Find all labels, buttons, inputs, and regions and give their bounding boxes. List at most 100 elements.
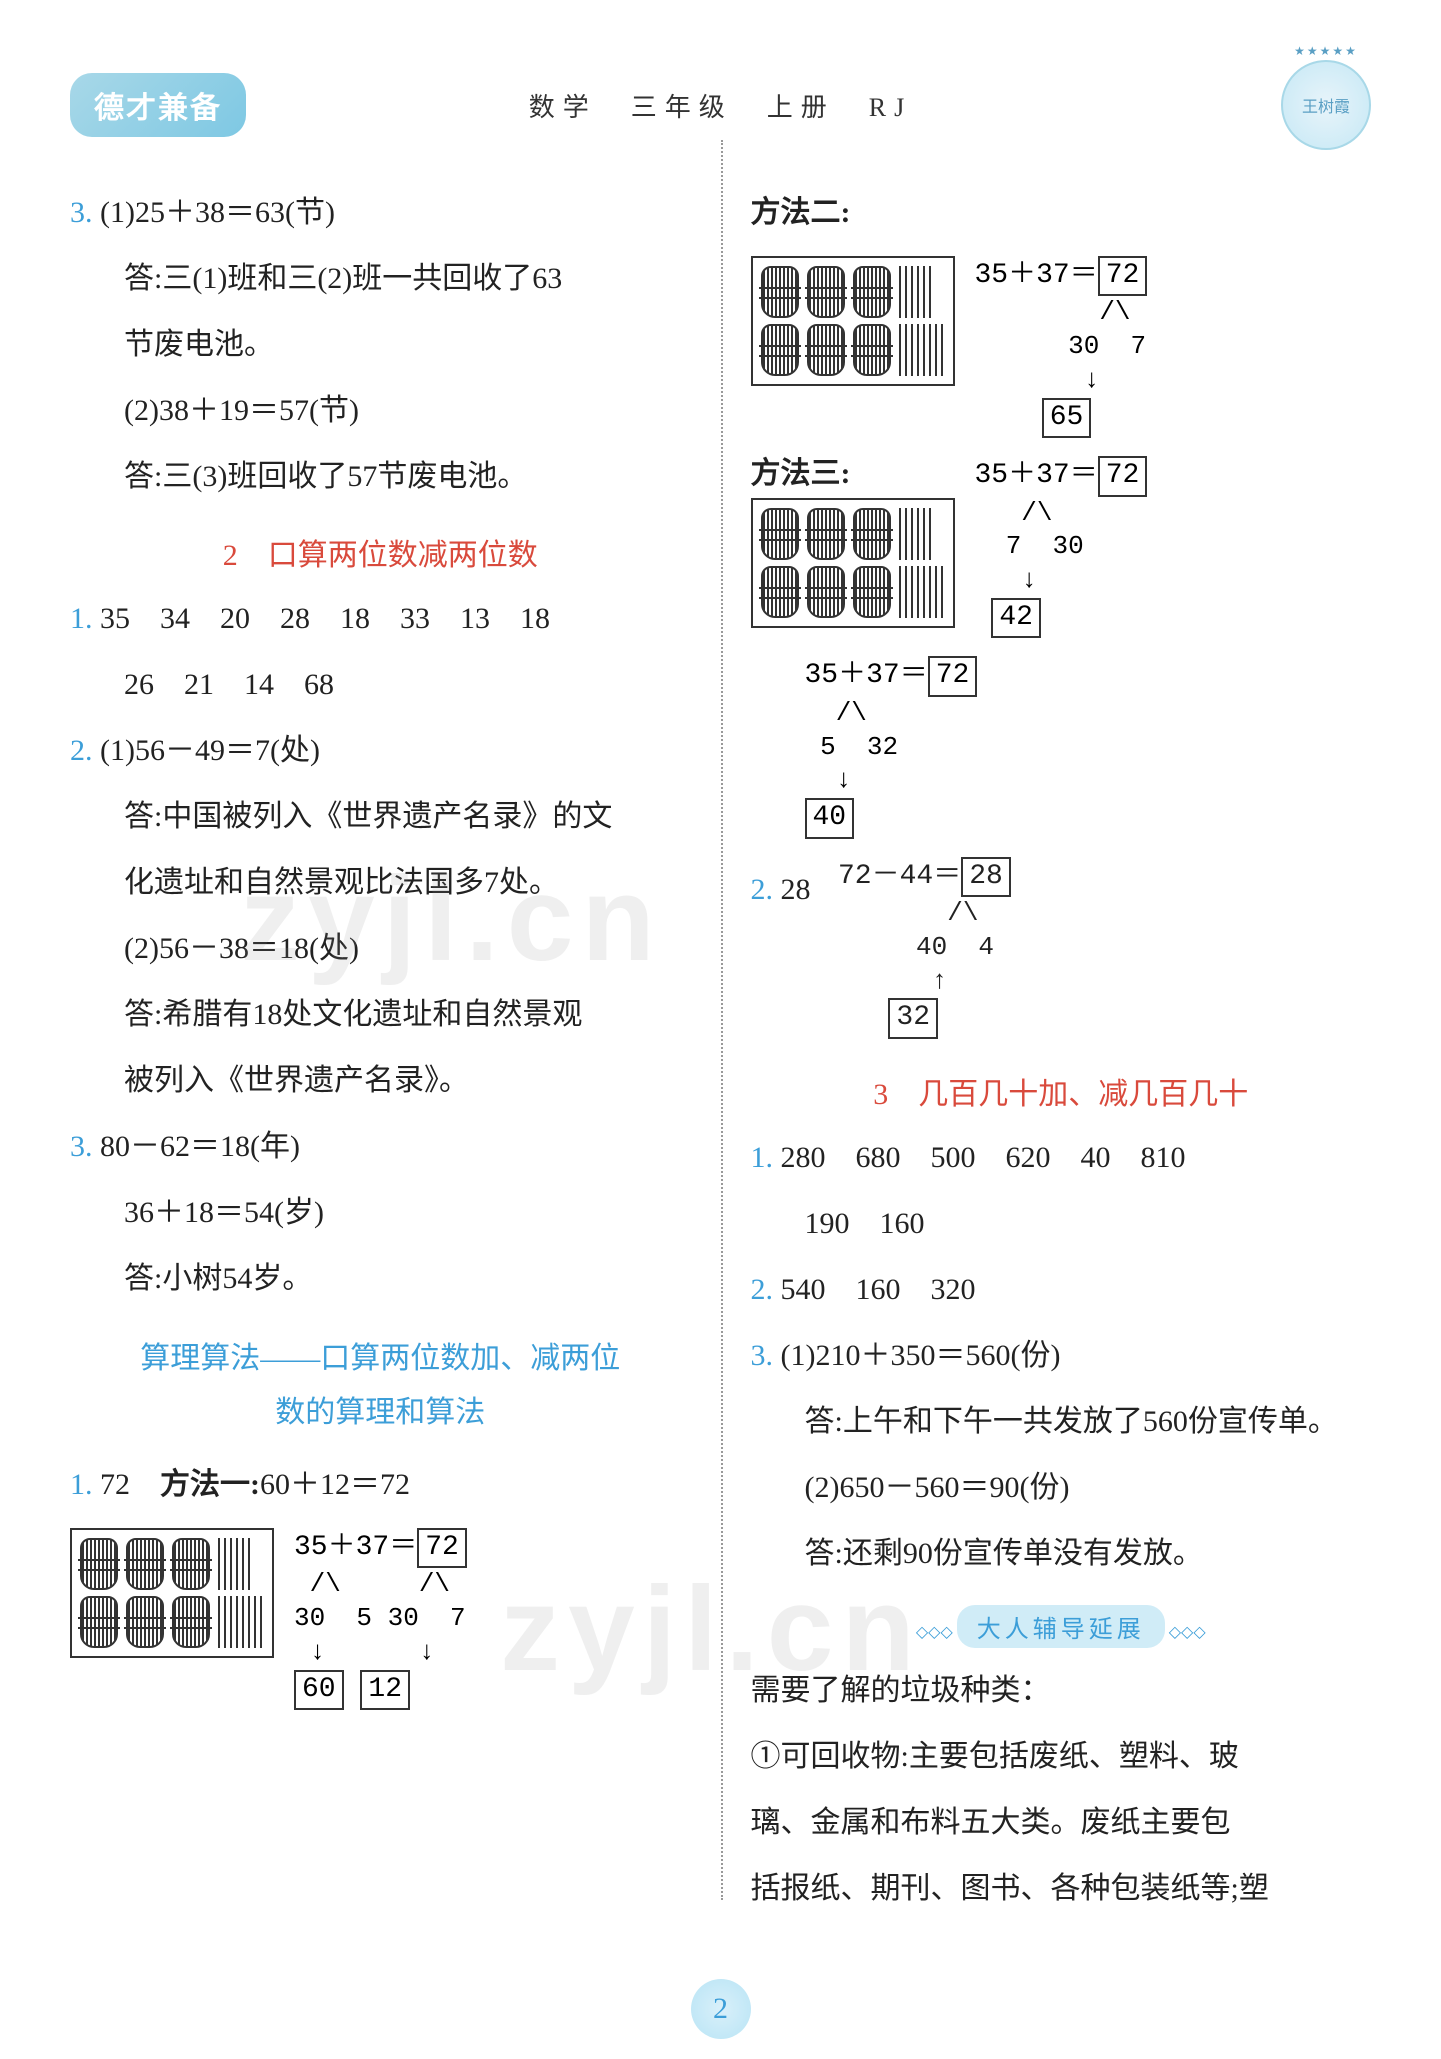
number-row: 280 680 500 620 40 810 xyxy=(781,1141,1186,1174)
tens-bundle-icon xyxy=(807,566,845,618)
tree-arrows: ↓ xyxy=(805,764,1372,798)
ext-text: ①可回收物:主要包括废纸、塑料、玻 xyxy=(751,1724,1372,1790)
tree-split: 30 5 30 7 xyxy=(294,1602,467,1636)
equation: (1)210＋350＝560(份) xyxy=(781,1339,1061,1372)
tens-bundle-icon xyxy=(172,1538,210,1590)
list-item: 2. 28 72－44＝28 /\ 40 4 ↑ 32 xyxy=(751,857,1372,1039)
answer-text: 答:小树54岁。 xyxy=(70,1246,691,1312)
left-column: 3. (1)25＋38＝63(节) 答:三(1)班和三(2)班一共回收了63 节… xyxy=(70,180,721,1980)
bundle-row xyxy=(80,1596,264,1648)
tree-split: 30 7 xyxy=(975,330,1148,364)
section-title: 3 几百几十加、减几百几十 xyxy=(751,1069,1372,1113)
right-column: 方法二: 35＋37＝72 /\ 30 7 ↓ 65 xyxy=(721,180,1372,1980)
ones-sticks-icon xyxy=(899,266,933,318)
pill-label: 大人辅导延展 xyxy=(957,1605,1165,1648)
bundle-box xyxy=(751,498,955,628)
tree-eq: 35＋37＝ xyxy=(975,460,1098,491)
section-title: 2 口算两位数减两位数 xyxy=(70,530,691,574)
equation: (2)650－560＝90(份) xyxy=(751,1455,1372,1521)
ones-sticks-icon xyxy=(899,508,933,560)
list-item: 3. (1)210＋350＝560(份) xyxy=(751,1323,1372,1389)
tree-arrows: ↓ ↓ xyxy=(294,1636,467,1670)
answer-text: 答:还剩90份宣传单没有发放。 xyxy=(751,1521,1372,1587)
title-line: 数的算理和算法 xyxy=(275,1396,485,1429)
answer-text: 答:上午和下午一共发放了560份宣传单。 xyxy=(751,1389,1372,1455)
number-row: 35 34 20 28 18 33 13 18 xyxy=(100,602,550,635)
answer-text: 被列入《世界遗产名录》。 xyxy=(70,1048,691,1114)
tens-bundle-icon xyxy=(126,1596,164,1648)
tree-result: 72 xyxy=(1098,256,1148,296)
tens-bundle-icon xyxy=(126,1538,164,1590)
bundle-row xyxy=(761,566,945,618)
ext-text: 括报纸、期刊、图书、各种包装纸等;塑 xyxy=(751,1856,1372,1922)
calc-tree: 35＋37＝72 /\ 7 30 ↓ 42 xyxy=(975,456,1148,638)
bundle-diagram-1: 35＋37＝72 /\ /\ 30 5 30 7 ↓ ↓ 60 12 xyxy=(70,1528,691,1710)
tree-branches: /\ xyxy=(805,697,1372,731)
tens-bundle-icon xyxy=(172,1596,210,1648)
bundle-diagram-2: 35＋37＝72 /\ 30 7 ↓ 65 xyxy=(751,256,1372,438)
answer-text: 节废电池。 xyxy=(70,312,691,378)
equation: 36＋18＝54(岁) xyxy=(70,1180,691,1246)
number-row: 540 160 320 xyxy=(781,1273,976,1306)
ext-text: 璃、金属和布料五大类。废纸主要包 xyxy=(751,1790,1372,1856)
method-label: 方法三: xyxy=(751,456,955,492)
ones-sticks-icon xyxy=(218,1538,252,1590)
column-divider xyxy=(721,140,723,1900)
list-item: 2. 540 160 320 xyxy=(751,1257,1372,1323)
tree-result: 72 xyxy=(417,1528,467,1568)
bundle-row xyxy=(80,1538,264,1590)
ones-sticks-icon xyxy=(899,324,945,376)
section-name: 口算两位数减两位数 xyxy=(268,539,538,572)
tens-bundle-icon xyxy=(761,324,799,376)
tree-eq: 72－44＝ xyxy=(838,861,961,892)
tree-split: 5 32 xyxy=(805,731,1372,765)
answer-text: 化遗址和自然景观比法国多7处。 xyxy=(70,850,691,916)
tree-sum: 65 xyxy=(1042,398,1092,438)
method-label: 方法一: xyxy=(160,1468,260,1501)
ones-sticks-icon xyxy=(899,566,945,618)
tree-branches: /\ xyxy=(838,897,1011,931)
list-item: 1. 35 34 20 28 18 33 13 18 xyxy=(70,586,691,652)
section-title-blue: 算理算法——口算两位数加、减两位 数的算理和算法 xyxy=(70,1332,691,1440)
tree-arrows: ↓ xyxy=(975,564,1148,598)
tens-bundle-icon xyxy=(853,508,891,560)
pill-container: ◇◇◇ 大人辅导延展 ◇◇◇ xyxy=(751,1587,1372,1658)
equation: 60＋12＝72 xyxy=(260,1468,410,1501)
calc-tree: 35＋37＝72 /\ 30 7 ↓ 65 xyxy=(975,256,1148,438)
equation: 80－62＝18(年) xyxy=(100,1130,300,1163)
tree-result: 28 xyxy=(961,857,1011,897)
list-item: 1. 72 方法一:60＋12＝72 xyxy=(70,1452,691,1518)
list-item: 3. 80－62＝18(年) xyxy=(70,1114,691,1180)
tens-bundle-icon xyxy=(853,566,891,618)
title-line: 算理算法——口算两位数加、减两位 xyxy=(140,1342,620,1375)
equation: (2)56－38＝18(处) xyxy=(70,916,691,982)
tens-bundle-icon xyxy=(80,1538,118,1590)
answer-text: 答:三(3)班回收了57节废电池。 xyxy=(70,444,691,510)
header-title: 数学 三年级 上册 RJ xyxy=(529,87,912,124)
list-item: 1. 280 680 500 620 40 810 xyxy=(751,1125,1372,1191)
bundle-diagram-3: 方法三: 35＋37＝72 /\ 7 30 ↓ xyxy=(751,456,1372,638)
value: 72 xyxy=(100,1468,130,1501)
answer-text: 答:三(1)班和三(2)班一共回收了63 xyxy=(70,246,691,312)
tree-arrows: ↑ xyxy=(838,965,1011,999)
tree-eq: 35＋37＝ xyxy=(975,260,1098,291)
equation: (2)38＋19＝57(节) xyxy=(70,378,691,444)
tree-branches: /\ /\ xyxy=(294,1568,467,1602)
answer-text: 答:希腊有18处文化遗址和自然景观 xyxy=(70,982,691,1048)
section-name: 几百几十加、减几百几十 xyxy=(918,1078,1248,1111)
bundle-box xyxy=(70,1528,274,1658)
tree-branches: /\ xyxy=(975,296,1148,330)
ones-sticks-icon xyxy=(218,1596,264,1648)
tens-bundle-icon xyxy=(853,266,891,318)
tree-eq: 35＋37＝ xyxy=(805,660,928,691)
left-badge: 德才兼备 xyxy=(70,73,246,137)
tree-sum: 60 xyxy=(294,1670,344,1710)
method-label: 方法二: xyxy=(751,180,1372,246)
tree-sum: 32 xyxy=(888,998,938,1038)
right-badge: 王树霞 xyxy=(1281,60,1371,150)
tree-eq: 35＋37＝ xyxy=(294,1532,417,1563)
calc-tree: 72－44＝28 /\ 40 4 ↑ 32 xyxy=(838,857,1011,1039)
ext-text: 需要了解的垃圾种类： xyxy=(751,1658,1372,1724)
tens-bundle-icon xyxy=(761,266,799,318)
tree-split: 40 4 xyxy=(838,931,1011,965)
